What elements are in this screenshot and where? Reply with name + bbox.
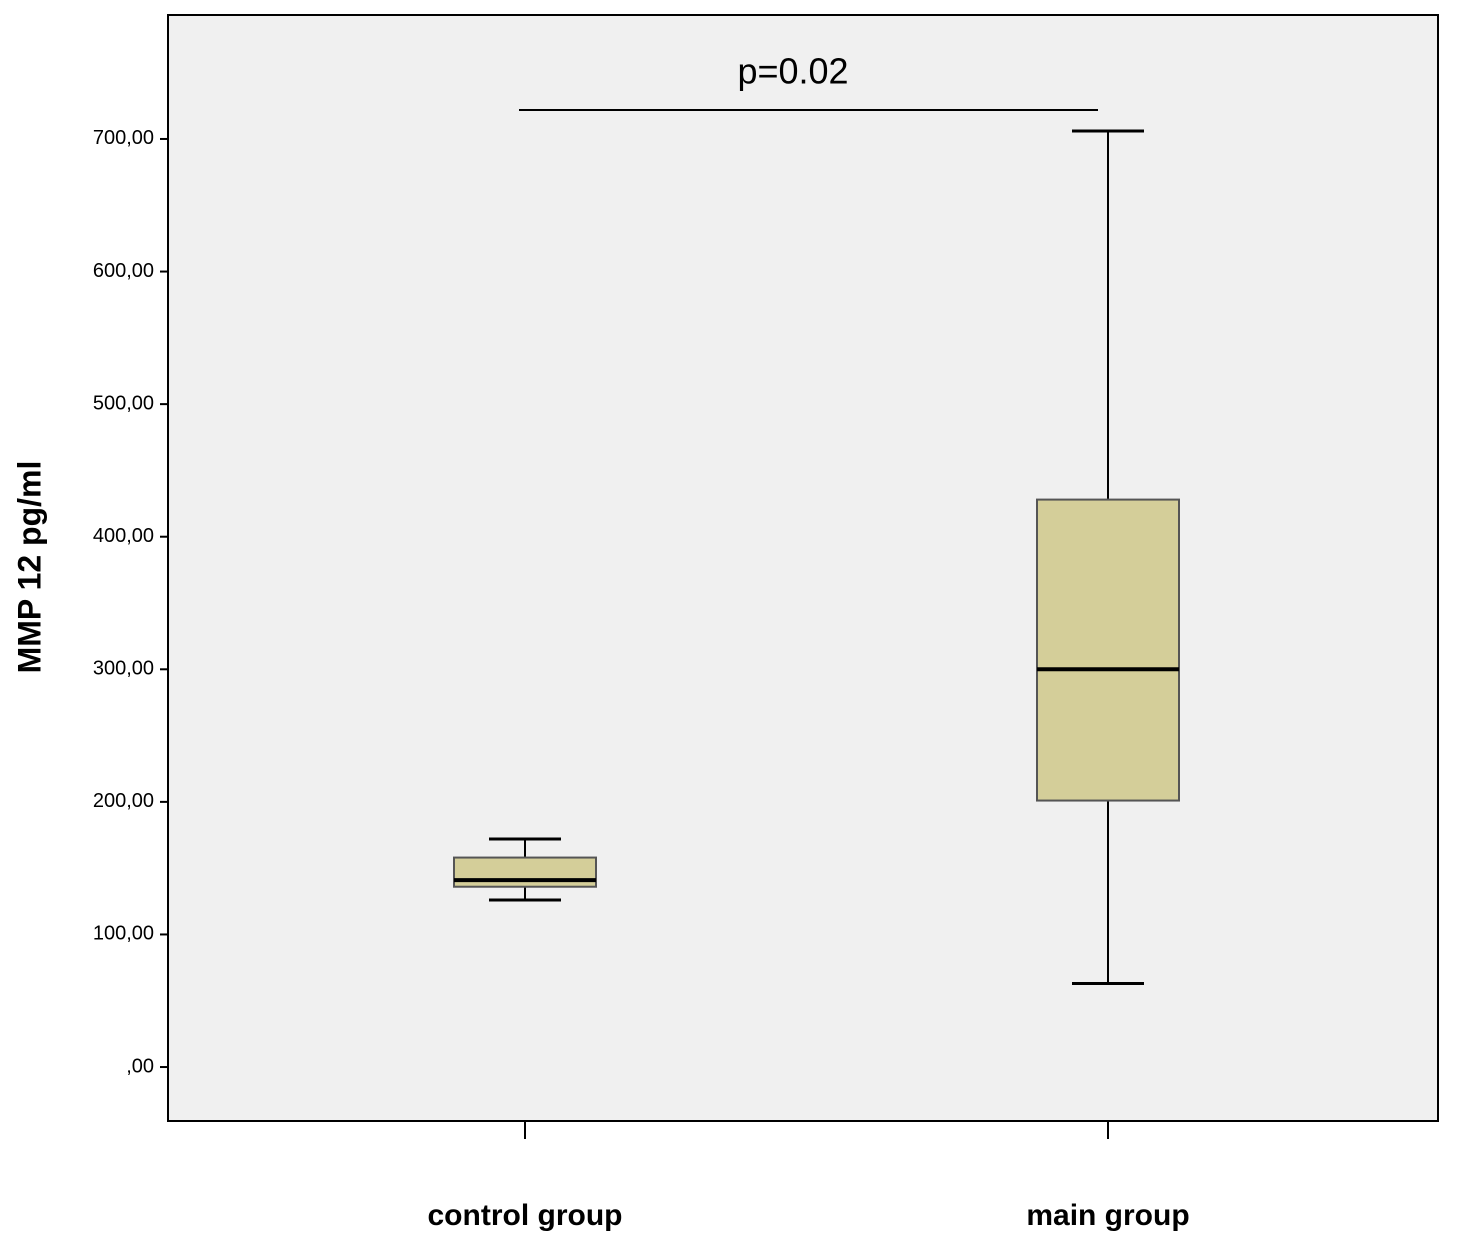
x-tick-label: control group [428,1199,623,1232]
y-tick-label: 600,00 [93,260,154,282]
box [453,856,597,888]
y-tick-label: ,00 [126,1055,154,1077]
plot-area [167,14,1439,1122]
y-tick-label: 500,00 [93,392,154,414]
y-tick-label: 400,00 [93,525,154,547]
y-axis-label: MMP 12 pg/ml [11,461,47,674]
y-tick-label: 700,00 [93,127,154,149]
annotation: p=0.02 [737,51,848,92]
box [1036,498,1180,802]
y-tick-label: 300,00 [93,658,154,680]
y-tick-label: 100,00 [93,923,154,945]
y-tick-label: 200,00 [93,790,154,812]
x-tick-label: main group [1026,1199,1189,1232]
